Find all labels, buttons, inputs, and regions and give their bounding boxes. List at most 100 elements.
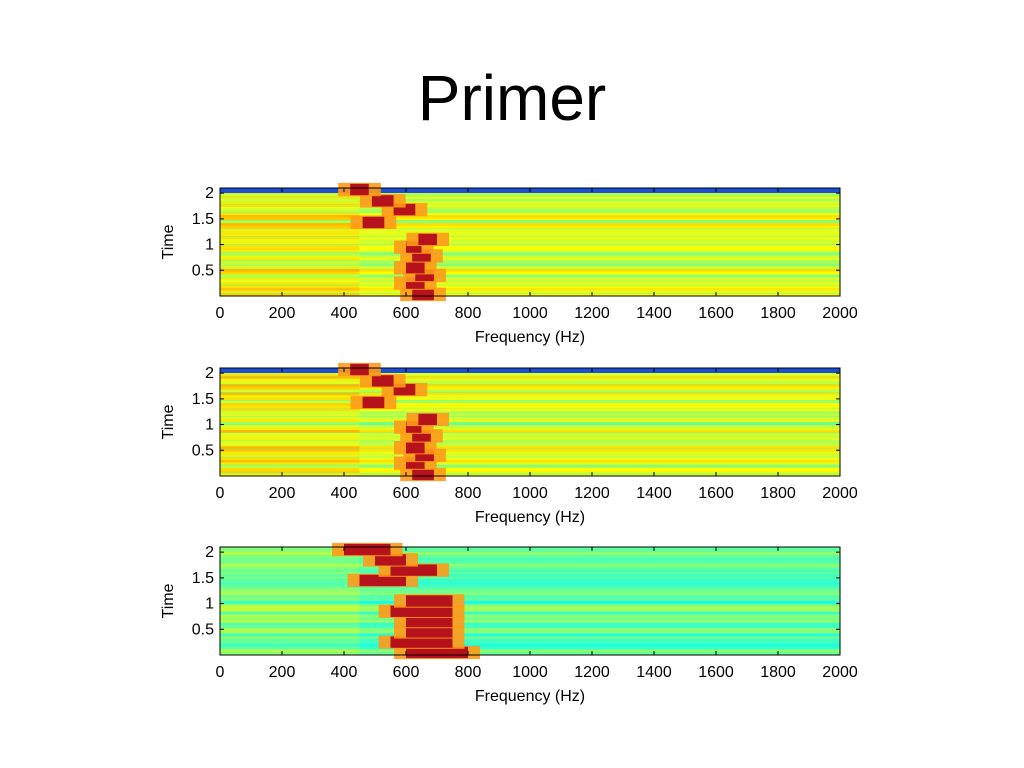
heatmap-lowband — [220, 217, 360, 221]
x-tick-label: 1400 — [636, 305, 672, 322]
heatmap-lowband — [220, 244, 360, 248]
heatmap-row — [220, 258, 840, 262]
x-tick-label: 1200 — [574, 664, 610, 681]
x-tick-label: 1200 — [574, 305, 610, 322]
spectral-peak — [406, 277, 425, 289]
heatmap-lowband — [220, 430, 360, 434]
heatmap-lowband — [220, 609, 360, 613]
heatmap-lowband — [220, 416, 360, 420]
heatmap-lowband — [220, 563, 360, 567]
heatmap-row — [220, 405, 840, 409]
heatmap-row — [220, 576, 840, 580]
spectrogram-svg: 0 200 400 600 800 1000 1200 1400 1600 1800 2000 0.5… — [160, 362, 858, 526]
heatmap-row — [220, 413, 840, 417]
heatmap-row — [220, 384, 840, 388]
heatmap-row — [220, 266, 840, 270]
heatmap-lowband — [220, 258, 360, 262]
heatmap-lowband — [220, 435, 360, 439]
heatmap-lowband — [220, 641, 360, 645]
heatmap-row — [220, 465, 840, 469]
x-tick-label: 600 — [393, 485, 420, 502]
y-tick-label: 0.5 — [192, 442, 214, 459]
heatmap-lowband — [220, 282, 360, 286]
heatmap-lowband — [220, 582, 360, 586]
y-tick-label: 1 — [205, 596, 214, 613]
heatmap-row — [220, 568, 840, 572]
heatmap-row — [220, 622, 840, 626]
heatmap-lowband — [220, 381, 360, 385]
heatmap-lowband — [220, 274, 360, 278]
heatmap-lowband — [220, 547, 360, 551]
heatmap-row — [220, 609, 840, 613]
x-tick-label: 400 — [331, 305, 358, 322]
heatmap-row — [220, 225, 840, 229]
heatmap-row — [220, 279, 840, 283]
heatmap-lowband — [220, 212, 360, 216]
heatmap-row — [220, 239, 840, 243]
heatmap-lowband — [220, 557, 360, 561]
heatmap-lowband — [220, 451, 360, 455]
heatmap-row — [220, 636, 840, 640]
heatmap-lowband — [220, 252, 360, 256]
page-title: Primer — [417, 62, 607, 134]
heatmap-row — [220, 196, 840, 200]
x-tick-label: 800 — [455, 664, 482, 681]
heatmap-row — [220, 247, 840, 251]
heatmap-lowband — [220, 386, 360, 390]
spectrogram-svg: 0 200 400 600 800 1000 1200 1400 1600 1800 2000 0.5… — [160, 182, 858, 346]
heatmap-lowband — [220, 250, 360, 254]
spectral-peak — [406, 421, 422, 433]
heatmap-row — [220, 582, 840, 586]
x-tick-label: 200 — [269, 485, 296, 502]
heatmap-row — [220, 595, 840, 599]
spectral-peaks — [338, 362, 449, 482]
heatmap-lowband — [220, 392, 360, 396]
heatmap-row — [220, 403, 840, 407]
heatmap-row — [220, 193, 840, 197]
heatmap-lowband — [220, 269, 360, 273]
heatmap-lowband — [220, 201, 360, 205]
heatmap-row — [220, 198, 840, 202]
spectral-peak — [406, 241, 422, 253]
heatmap-lowband — [220, 260, 360, 264]
heatmap-row — [220, 263, 840, 267]
heatmap-lowband — [220, 630, 360, 634]
x-tick-label: 1000 — [512, 664, 548, 681]
heatmap-lowband — [220, 277, 360, 281]
heatmap-row — [220, 255, 840, 259]
x-tick-label: 800 — [455, 305, 482, 322]
x-tick-label: 1800 — [760, 305, 796, 322]
heatmap-lowband — [220, 424, 360, 428]
y-tick-label: 1.5 — [192, 211, 214, 228]
x-tick-label: 1400 — [636, 485, 672, 502]
heatmap-lowband — [220, 408, 360, 412]
heatmap-lowband — [220, 622, 360, 626]
heatmap-lowband — [220, 646, 360, 650]
heatmap-row — [220, 277, 840, 281]
heatmap-lowband — [220, 255, 360, 259]
heatmap-row — [220, 386, 840, 390]
heatmap-lowband — [220, 617, 360, 621]
heatmap-lowband — [220, 555, 360, 559]
heatmap-row — [220, 271, 840, 275]
spectral-peak — [415, 449, 434, 462]
x-tick-label: 2000 — [822, 485, 858, 502]
heatmap-row — [220, 446, 840, 450]
heatmap-lowband — [220, 625, 360, 629]
x-axis-label: Frequency (Hz) — [475, 329, 585, 346]
spectral-peak — [362, 216, 385, 229]
heatmap-row — [220, 467, 840, 471]
spectral-peak — [390, 564, 437, 576]
spectral-peak — [390, 605, 453, 617]
heatmap-row — [220, 422, 840, 426]
heatmap-row — [220, 411, 840, 415]
y-tick-label: 1.5 — [192, 391, 214, 408]
heatmap-lowband — [220, 438, 360, 442]
heatmap-row — [220, 242, 840, 246]
x-tick-label: 200 — [269, 664, 296, 681]
heatmap-row — [220, 454, 840, 458]
heatmap-row — [220, 400, 840, 404]
spectral-peak — [412, 430, 431, 442]
spectral-peak — [418, 233, 437, 246]
heatmap-row — [220, 212, 840, 216]
